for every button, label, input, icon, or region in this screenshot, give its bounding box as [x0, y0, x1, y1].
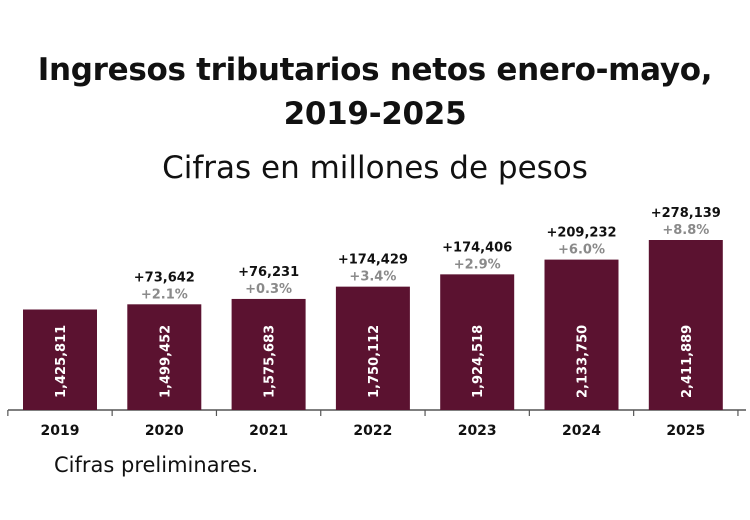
bar-2021 [231, 298, 306, 410]
diff-label: +209,232 [546, 226, 616, 241]
bar-chart: 1,425,811 2019 1,499,452 2020 +73,642 +2.1% 1,… [7, 206, 746, 439]
chart-title-line1: Ingresos tributarios netos enero-mayo, [37, 52, 713, 88]
diff-label: +174,429 [338, 253, 408, 268]
diff-label: +76,231 [238, 265, 299, 280]
bar-value-label: 1,750,112 [367, 325, 382, 398]
x-tick-label: 2022 [353, 423, 392, 439]
x-tick-label: 2019 [41, 423, 80, 439]
x-tick-label: 2024 [562, 423, 601, 439]
pct-label: +8.8% [662, 223, 709, 238]
bar-2019 [23, 309, 97, 410]
bar-2020 [127, 304, 202, 410]
bar-value-label: 2,411,889 [680, 325, 695, 398]
bar-2025 [648, 240, 723, 410]
pct-label: +0.3% [245, 282, 292, 297]
chart-title-line2: 2019-2025 [283, 96, 467, 132]
x-tick-label: 2025 [666, 423, 705, 439]
bar-value-label: 1,499,452 [158, 325, 173, 398]
bar-value-label: 1,924,518 [471, 325, 486, 398]
pct-label: +2.9% [454, 257, 501, 272]
diff-label: +73,642 [134, 270, 195, 285]
bar-value-label: 1,425,811 [54, 325, 69, 398]
pct-label: +6.0% [558, 243, 605, 258]
bar-2023 [440, 274, 515, 410]
bar-value-label: 2,133,750 [576, 325, 591, 398]
bar-2024 [544, 259, 619, 410]
pct-label: +2.1% [141, 287, 188, 302]
x-tick-label: 2023 [458, 423, 497, 439]
chart-title: Ingresos tributarios netos enero-mayo, 2… [0, 48, 750, 136]
pct-label: +3.4% [349, 270, 396, 285]
bar-value-label: 1,575,683 [263, 325, 278, 398]
chart-subtitle: Cifras en millones de pesos [162, 150, 588, 186]
diff-label: +278,139 [651, 206, 721, 221]
x-tick-label: 2020 [145, 423, 184, 439]
bar-2022 [335, 286, 410, 410]
footnote: Cifras preliminares. [54, 453, 259, 477]
diff-label: +174,406 [442, 240, 512, 255]
x-tick-label: 2021 [249, 423, 288, 439]
